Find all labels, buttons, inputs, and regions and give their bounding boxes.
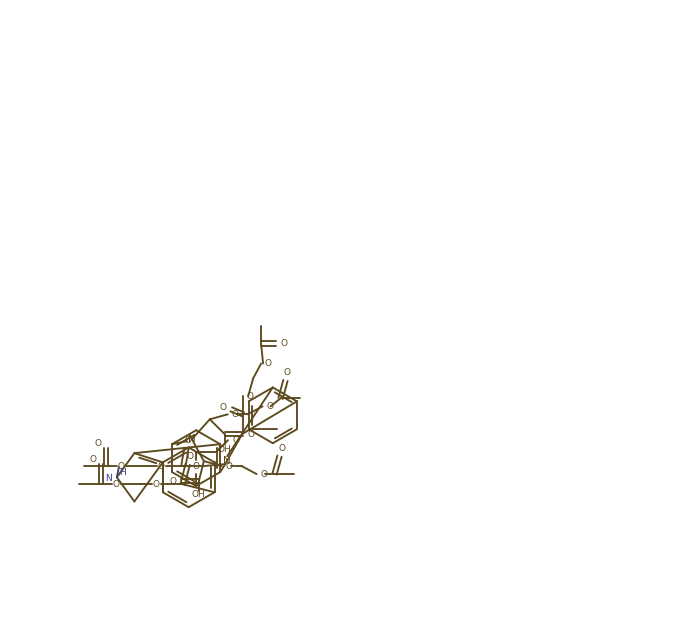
Text: O: O — [170, 477, 176, 486]
Text: O: O — [186, 452, 193, 461]
Text: O: O — [157, 461, 164, 470]
Text: O: O — [247, 392, 254, 401]
Text: O: O — [260, 470, 267, 479]
Text: O: O — [280, 339, 287, 348]
Text: O: O — [153, 480, 159, 489]
Text: O: O — [265, 359, 272, 368]
Text: O: O — [225, 461, 233, 470]
Text: N: N — [188, 435, 196, 444]
Text: O: O — [278, 443, 285, 452]
Text: O: O — [284, 368, 291, 377]
Text: O: O — [233, 436, 239, 445]
Text: H: H — [119, 468, 126, 477]
Text: O: O — [193, 461, 200, 470]
Text: O: O — [112, 480, 120, 489]
Text: O: O — [247, 430, 254, 439]
Text: O: O — [231, 410, 238, 419]
Text: O: O — [90, 455, 96, 464]
Text: O: O — [94, 439, 101, 448]
Text: O: O — [220, 403, 227, 412]
Text: OH: OH — [218, 445, 232, 454]
Text: N: N — [105, 473, 112, 483]
Text: O: O — [185, 436, 192, 445]
Text: O: O — [117, 461, 124, 470]
Text: N: N — [224, 456, 231, 466]
Text: O: O — [266, 402, 273, 411]
Text: OH: OH — [192, 491, 206, 500]
